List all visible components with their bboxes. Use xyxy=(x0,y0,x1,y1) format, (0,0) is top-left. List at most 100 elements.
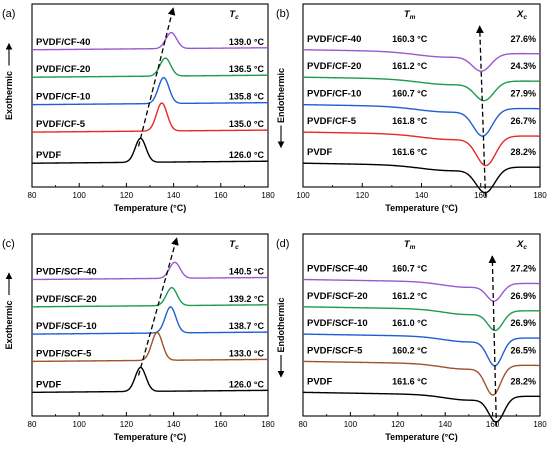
series-curve xyxy=(302,131,541,167)
peak-value-label: 136.5 °C xyxy=(229,64,265,74)
y-axis-label: Exothermic xyxy=(4,71,14,120)
series-curve xyxy=(31,331,269,363)
peak-value-label: 135.0 °C xyxy=(229,119,265,129)
series-name-label: PVDF xyxy=(307,147,333,158)
x-tick-label: 180 xyxy=(533,191,547,200)
series-name-label: PVDF/SCF-20 xyxy=(307,291,368,302)
panel-tag: (a) xyxy=(2,8,15,20)
x-tick-label: 160 xyxy=(214,191,228,200)
x-tick-label: 100 xyxy=(73,420,87,429)
series-curve xyxy=(31,57,269,78)
header-subscript: m xyxy=(410,14,416,21)
peak-value-label: 126.0 °C xyxy=(229,150,265,160)
peak-value-label: 161.6 °C xyxy=(392,376,428,386)
series-name-label: PVDF/SCF-20 xyxy=(36,294,97,305)
x-tick-label: 120 xyxy=(356,191,370,200)
series-curve xyxy=(302,391,541,423)
crystallinity-label: 26.9% xyxy=(510,318,536,328)
series-name-label: PVDF/SCF-5 xyxy=(36,348,92,359)
trend-arrow xyxy=(488,255,498,426)
header-subscript: c xyxy=(235,244,239,251)
series-curve xyxy=(302,306,541,332)
peak-value-label: 140.5 °C xyxy=(229,267,265,277)
series-name-label: PVDF/SCF-5 xyxy=(307,345,363,356)
series-curve xyxy=(31,137,269,164)
header2-subscript: c xyxy=(523,244,527,251)
x-tick-label: 140 xyxy=(439,420,453,429)
peak-value-label: 161.8 °C xyxy=(392,116,428,126)
x-axis-title: Temperature (°C) xyxy=(385,432,457,442)
series-curve xyxy=(302,278,541,302)
series-name-label: PVDF/CF-40 xyxy=(36,37,90,48)
crystallinity-label: 28.2% xyxy=(510,147,536,157)
panel-tag: (c) xyxy=(2,238,15,250)
peak-value-label: 161.0 °C xyxy=(392,318,428,328)
series-name-label: PVDF xyxy=(307,376,333,387)
trend-arrow xyxy=(475,25,487,197)
y-axis-label: Endothermic xyxy=(276,68,286,123)
series-name-label: PVDF/CF-5 xyxy=(36,119,86,130)
x-tick-label: 120 xyxy=(391,420,405,429)
series-curve xyxy=(302,49,541,72)
peak-value-label: 139.0 °C xyxy=(229,37,265,47)
peak-value-label: 161.6 °C xyxy=(392,147,428,157)
header-symbol: T xyxy=(404,9,411,20)
x-tick-label: 160 xyxy=(474,191,488,200)
panel-tag: (b) xyxy=(276,8,289,20)
series-curve xyxy=(31,286,269,308)
peak-value-label: 160.3 °C xyxy=(392,34,428,44)
column-header: Tc xyxy=(229,239,239,251)
x-axis-title: Temperature (°C) xyxy=(385,203,457,213)
series-name-label: PVDF/CF-20 xyxy=(36,64,90,75)
x-axis-title: Temperature (°C) xyxy=(114,432,186,442)
peak-value-label: 160.2 °C xyxy=(392,345,428,355)
x-tick-label: 100 xyxy=(73,191,87,200)
x-tick-label: 80 xyxy=(28,191,37,200)
crystallinity-label: 27.2% xyxy=(510,264,536,274)
header-subscript: m xyxy=(410,244,416,251)
trend-arrow xyxy=(137,7,176,147)
series-curve xyxy=(302,360,541,396)
header2-subscript: c xyxy=(523,14,527,21)
y-axis-label: Exothermic xyxy=(4,300,14,349)
series-curve xyxy=(31,261,269,281)
peak-value-label: 126.0 °C xyxy=(229,379,265,389)
x-tick-label: 140 xyxy=(167,191,181,200)
peak-value-label: 133.0 °C xyxy=(229,348,265,358)
panel-tag: (d) xyxy=(276,238,289,250)
peak-value-label: 160.7 °C xyxy=(392,264,428,274)
peak-value-label: 161.2 °C xyxy=(392,291,428,301)
crystallinity-label: 27.9% xyxy=(510,89,536,99)
crystallinity-label: 24.3% xyxy=(510,61,536,71)
x-tick-label: 160 xyxy=(214,420,228,429)
y-axis-label: Endothermic xyxy=(276,297,286,352)
column-header: Tm xyxy=(404,9,416,21)
chart-panel: 80 100 120 140 160 180 Temperature (°C) (d) Endo… xyxy=(276,233,547,442)
series-name-label: PVDF/SCF-40 xyxy=(307,264,368,275)
header2-symbol: X xyxy=(516,9,524,20)
x-tick-label: 80 xyxy=(299,420,308,429)
series-curve xyxy=(302,333,541,367)
x-tick-label: 80 xyxy=(28,420,37,429)
x-tick-label: 180 xyxy=(261,191,275,200)
series-name-label: PVDF/SCF-10 xyxy=(307,318,368,329)
series-curve xyxy=(31,366,269,394)
series-curve xyxy=(31,76,269,106)
header-subscript: c xyxy=(235,14,239,21)
series-name-label: PVDF xyxy=(36,379,62,390)
series-name-label: PVDF/CF-10 xyxy=(36,92,90,103)
chart-panel: 80 100 120 140 160 180 Temperature (°C) (a) Exot… xyxy=(2,3,275,213)
peak-value-label: 139.2 °C xyxy=(229,294,265,304)
series-name-label: PVDF/CF-10 xyxy=(307,89,361,100)
crystallinity-label: 27.6% xyxy=(510,34,536,44)
x-axis-title: Temperature (°C) xyxy=(114,203,186,213)
series-name-label: PVDF xyxy=(36,150,62,161)
peak-value-label: 161.2 °C xyxy=(392,61,428,71)
x-tick-label: 120 xyxy=(120,420,134,429)
peak-value-label: 138.7 °C xyxy=(229,321,265,331)
x-tick-label: 100 xyxy=(296,191,310,200)
x-tick-label: 100 xyxy=(344,420,358,429)
series-name-label: PVDF/CF-5 xyxy=(307,116,357,127)
x-tick-label: 140 xyxy=(167,420,181,429)
